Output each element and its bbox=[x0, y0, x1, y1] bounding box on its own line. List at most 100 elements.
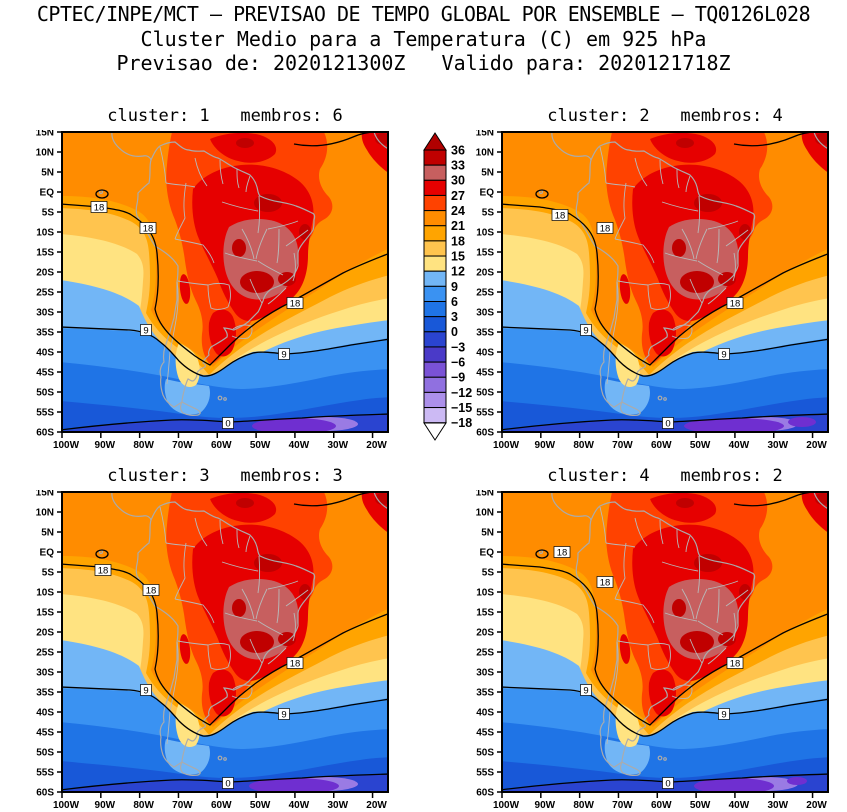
lon-tick-label: 90W bbox=[535, 440, 556, 451]
lat-tick-label: 10S bbox=[36, 588, 54, 599]
map-panel-cluster-1: 18 18 18 9 9 0 15N 10N 5N EQ 5S 10S 15S 20S 25S 30S 35S 4… bbox=[36, 130, 389, 451]
colorbar-box bbox=[423, 179, 447, 196]
contour-label: 9 bbox=[583, 326, 588, 337]
contour-labels: 18 18 18 9 9 0 bbox=[553, 546, 744, 790]
header-validity-line: Previsao de: 2020121300Z Valido para: 20… bbox=[116, 51, 731, 75]
lat-tick-label: EQ bbox=[480, 548, 495, 559]
colorbar-tick-label: 6 bbox=[451, 295, 458, 309]
lat-tick-label: 35S bbox=[36, 328, 54, 339]
lon-tick-label: 70W bbox=[172, 800, 193, 811]
colorbar-arrow-top bbox=[423, 132, 447, 151]
colorbar-tick-label: 36 bbox=[451, 143, 465, 157]
lon-tick-label: 70W bbox=[612, 800, 633, 811]
lat-tick-label: 5S bbox=[482, 208, 495, 219]
lat-tick-label: 5S bbox=[482, 568, 495, 579]
lon-tick-label: 90W bbox=[95, 440, 116, 451]
lat-tick-label: 10S bbox=[476, 228, 494, 239]
colorbar-tick-label: 21 bbox=[451, 219, 465, 233]
latitude-axis: 15N 10N 5N EQ 5S 10S 15S 20S 25S 30S 35S 40S 45S 50S 5… bbox=[476, 130, 502, 439]
colorbar-arrow-bottom bbox=[423, 422, 447, 441]
lon-tick-label: 40W bbox=[729, 800, 750, 811]
lat-tick-label: 25S bbox=[36, 288, 54, 299]
colorbar-box bbox=[423, 225, 447, 242]
lat-tick-label: 45S bbox=[36, 368, 54, 379]
contour-label: 18 bbox=[600, 224, 611, 235]
colorbar-tick-label: 27 bbox=[451, 189, 465, 203]
contour-label: 9 bbox=[721, 350, 726, 361]
lat-tick-label: 40S bbox=[476, 348, 494, 359]
contour-label: 9 bbox=[281, 710, 286, 721]
longitude-axis: 100W 90W 80W 70W 60W 50W 40W 30W 20W bbox=[53, 432, 387, 451]
map-panel-cluster-2: 18 18 18 9 9 0 15N 10N 5N EQ 5S 10S 15S 20S 25S 30S 35S 4… bbox=[476, 130, 829, 451]
contour-label: 9 bbox=[281, 350, 286, 361]
colorbar-box bbox=[423, 316, 447, 333]
lon-tick-label: 60W bbox=[651, 440, 672, 451]
lon-tick-label: 30W bbox=[327, 440, 348, 451]
lon-tick-label: 100W bbox=[53, 800, 80, 811]
lat-tick-label: 5S bbox=[42, 208, 55, 219]
longitude-axis: 100W 90W 80W 70W 60W 50W 40W 30W 20W bbox=[53, 792, 387, 811]
lon-tick-label: 20W bbox=[366, 440, 387, 451]
colorbar-box bbox=[423, 194, 447, 212]
lat-tick-label: 60S bbox=[476, 788, 494, 799]
filled-contour-field: 18 18 18 9 9 0 bbox=[502, 492, 828, 792]
lat-tick-label: 15N bbox=[36, 130, 54, 139]
colorbar-tick-label: 18 bbox=[451, 234, 465, 248]
lat-tick-label: EQ bbox=[480, 188, 495, 199]
lat-tick-label: 15N bbox=[36, 490, 54, 499]
lon-tick-label: 60W bbox=[211, 800, 232, 811]
colorbar-tick-label: 33 bbox=[451, 159, 465, 173]
latitude-axis: 15N 10N 5N EQ 5S 10S 15S 20S 25S 30S 35S 40S 45S 50S 5… bbox=[36, 490, 62, 799]
latitude-axis: 15N 10N 5N EQ 5S 10S 15S 20S 25S 30S 35S 40S 45S 50S 5… bbox=[476, 490, 502, 799]
lat-tick-label: 50S bbox=[36, 388, 54, 399]
lon-tick-label: 30W bbox=[767, 440, 788, 451]
panel-title-cluster-3: cluster: 3 membros: 3 bbox=[107, 466, 343, 486]
country-state-borders bbox=[159, 506, 309, 745]
contour-label: 9 bbox=[721, 710, 726, 721]
lon-tick-label: 80W bbox=[133, 800, 154, 811]
lon-tick-label: 80W bbox=[133, 440, 154, 451]
lat-tick-label: 25S bbox=[476, 288, 494, 299]
colorbar-tick-label: −6 bbox=[451, 356, 465, 370]
lat-tick-label: 15N bbox=[476, 490, 494, 499]
colorbar-box bbox=[423, 149, 447, 166]
lon-tick-label: 20W bbox=[806, 800, 827, 811]
lat-tick-label: 5N bbox=[41, 528, 54, 539]
colorbar-box bbox=[423, 285, 447, 303]
lon-tick-label: 30W bbox=[327, 800, 348, 811]
country-state-borders bbox=[159, 146, 309, 385]
colorbar-tick-label: −15 bbox=[451, 401, 472, 415]
cold-purple-core bbox=[252, 418, 336, 432]
contour-label: 0 bbox=[665, 779, 670, 790]
lon-tick-label: 20W bbox=[366, 800, 387, 811]
lat-tick-label: 60S bbox=[476, 428, 494, 439]
lon-tick-label: 80W bbox=[573, 440, 594, 451]
contour-label: 18 bbox=[730, 299, 741, 310]
map-plot-area: 18 18 18 9 9 0 15N 10N 5N EQ 5S 10S 15S 20S 25S 30S 35S 4… bbox=[476, 490, 829, 811]
header-variable-line: Cluster Medio para a Temperatura (C) em … bbox=[140, 27, 707, 51]
lat-tick-label: EQ bbox=[40, 188, 55, 199]
lat-tick-label: 5N bbox=[41, 168, 54, 179]
colorbar-box bbox=[423, 407, 447, 424]
lat-tick-label: 50S bbox=[36, 748, 54, 759]
lat-tick-label: 20S bbox=[476, 628, 494, 639]
lat-tick-label: 45S bbox=[476, 368, 494, 379]
filled-contour-field: 18 18 18 9 9 0 bbox=[502, 132, 828, 432]
cold-purple-core bbox=[684, 418, 784, 432]
lon-tick-label: 100W bbox=[53, 440, 80, 451]
lat-tick-label: 10N bbox=[476, 148, 494, 159]
lat-tick-label: 10S bbox=[36, 228, 54, 239]
contour-label: 9 bbox=[583, 686, 588, 697]
map-plot-area: 18 18 18 9 9 0 15N 10N 5N EQ 5S 10S 15S 20S 25S 30S 35S 4… bbox=[36, 490, 389, 811]
lat-tick-label: 25S bbox=[36, 648, 54, 659]
country-state-borders bbox=[599, 506, 749, 745]
lat-tick-label: 35S bbox=[36, 688, 54, 699]
lon-tick-label: 50W bbox=[690, 440, 711, 451]
lat-tick-label: 20S bbox=[476, 268, 494, 279]
colorbar-box bbox=[423, 255, 447, 272]
lat-tick-label: 15S bbox=[36, 608, 54, 619]
lat-tick-label: 60S bbox=[36, 788, 54, 799]
lat-tick-label: 10S bbox=[476, 588, 494, 599]
contour-labels: 18 18 18 9 9 0 bbox=[90, 201, 304, 430]
